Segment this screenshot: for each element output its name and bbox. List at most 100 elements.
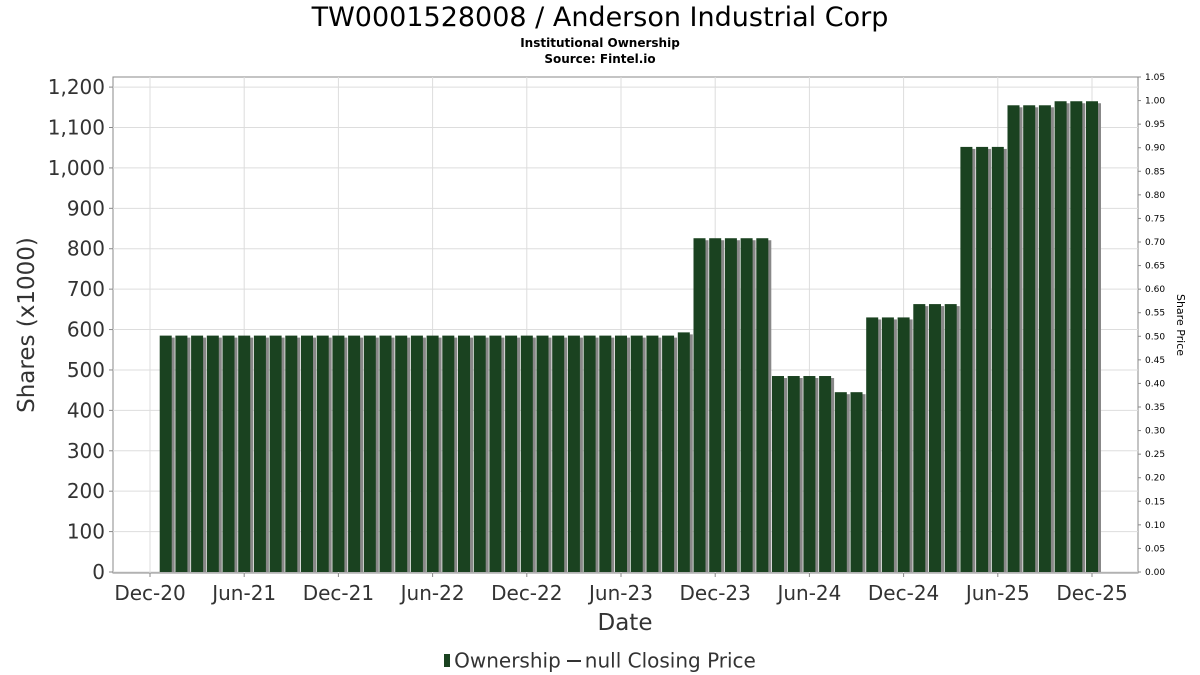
x-tick-label: Dec-20 <box>114 581 185 605</box>
bar-ownership <box>646 335 659 572</box>
bar-ownership <box>881 317 894 572</box>
x-tick-label: Jun-25 <box>964 581 1030 605</box>
bar-ownership <box>489 335 502 572</box>
x-tick-label: Jun-23 <box>587 581 653 605</box>
y-tick-label: 700 <box>67 277 105 301</box>
bar-ownership <box>976 146 989 572</box>
y-tick-label: 500 <box>67 358 105 382</box>
legend-ownership-swatch <box>444 654 451 667</box>
bar-ownership <box>929 304 941 572</box>
y2-tick-label: 0.75 <box>1145 214 1165 224</box>
bar-ownership <box>1070 101 1083 572</box>
bar-ownership <box>316 335 329 572</box>
bar-ownership <box>426 335 439 572</box>
bar-ownership <box>772 376 784 572</box>
bar-ownership <box>348 335 361 572</box>
y2-tick-label: 0.20 <box>1145 474 1165 484</box>
bar-ownership <box>1054 101 1067 572</box>
x-tick-label: Dec-22 <box>491 581 562 605</box>
bar-ownership <box>458 335 470 572</box>
y2-tick-label: 0.25 <box>1145 450 1165 460</box>
bar-ownership <box>238 335 251 572</box>
bar-ownership <box>819 376 832 572</box>
y2-tick-label: 0.50 <box>1145 332 1165 342</box>
y2-tick-label: 0.80 <box>1145 191 1165 201</box>
bar-ownership <box>269 335 282 572</box>
bar-ownership <box>740 238 753 572</box>
y-tick-label: 1,200 <box>48 75 105 99</box>
x-tick-label: Dec-23 <box>680 581 751 605</box>
y2-tick-label: 0.45 <box>1145 356 1165 366</box>
legend-ownership-label: Ownership <box>454 648 561 673</box>
x-tick-label: Dec-21 <box>303 581 374 605</box>
bar-ownership <box>552 335 565 572</box>
y2-tick-label: 0.70 <box>1145 238 1165 248</box>
y2-tick-label: 0.10 <box>1145 521 1165 531</box>
y2-tick-label: 0.95 <box>1145 120 1165 130</box>
bar-ownership <box>630 335 643 572</box>
y-tick-label: 800 <box>67 237 105 261</box>
x-tick-label: Dec-24 <box>868 581 939 605</box>
bar-ownership <box>693 238 706 572</box>
y-axis-label: Shares (x1000) <box>14 237 40 413</box>
y2-tick-label: 0.15 <box>1145 497 1165 507</box>
bar-ownership <box>206 335 219 572</box>
bar-ownership <box>756 238 769 572</box>
bar-ownership <box>191 335 204 572</box>
y-tick-label: 300 <box>67 439 105 463</box>
bar-ownership <box>395 335 408 572</box>
y2-tick-label: 0.55 <box>1145 309 1165 319</box>
bar-ownership <box>332 335 345 572</box>
bar-ownership <box>363 335 376 572</box>
bar-ownership <box>1007 105 1020 573</box>
x-tick-label: Jun-22 <box>399 581 465 605</box>
y2-tick-label: 0.00 <box>1145 568 1165 578</box>
y2-tick-label: 0.90 <box>1145 144 1165 154</box>
bar-ownership <box>709 238 722 572</box>
bar-ownership <box>159 335 172 572</box>
chart-subtitle: Institutional Ownership <box>520 36 680 50</box>
bar-ownership <box>850 392 863 572</box>
bar-ownership <box>803 376 816 572</box>
y-tick-label: 400 <box>67 398 105 422</box>
bar-ownership <box>301 335 313 572</box>
bar-ownership <box>505 335 518 572</box>
bar-ownership <box>410 335 423 572</box>
bar-ownership <box>1038 105 1051 573</box>
y2-tick-label: 0.35 <box>1145 403 1165 413</box>
legend-price-label: null Closing Price <box>584 648 756 673</box>
legend: Ownership null Closing Price <box>0 647 1200 673</box>
bar-ownership <box>1086 101 1098 572</box>
y-tick-label: 100 <box>67 520 105 544</box>
x-tick-label: Dec-25 <box>1056 581 1127 605</box>
bar-ownership <box>253 335 266 572</box>
bar-ownership <box>913 304 926 572</box>
y-tick-label: 600 <box>67 318 105 342</box>
bar-ownership <box>379 335 392 572</box>
bar-ownership <box>1023 105 1036 573</box>
chart-source: Source: Fintel.io <box>544 52 656 66</box>
y2-tick-label: 0.65 <box>1145 262 1165 272</box>
x-axis-label: Date <box>598 610 653 636</box>
legend-price-line <box>566 659 581 662</box>
bar-ownership <box>866 317 879 572</box>
y2-tick-label: 1.00 <box>1145 97 1165 107</box>
bar-ownership <box>724 238 737 572</box>
bar-ownership <box>960 146 973 572</box>
x-tick-label: Jun-24 <box>775 581 841 605</box>
bar-ownership <box>442 335 455 572</box>
bar-ownership <box>520 335 533 572</box>
bar-ownership <box>175 335 188 572</box>
bar-ownership <box>285 335 298 572</box>
bar-ownership <box>222 335 235 572</box>
bar-ownership <box>473 335 486 572</box>
y2-tick-label: 0.40 <box>1145 379 1165 389</box>
x-tick-label: Jun-21 <box>210 581 276 605</box>
bar-ownership <box>583 335 596 572</box>
bar-ownership <box>567 335 580 572</box>
y2-tick-label: 0.85 <box>1145 167 1165 177</box>
chart-title: TW0001528008 / Anderson Industrial Corp <box>311 2 889 33</box>
bar-ownership <box>834 392 847 572</box>
